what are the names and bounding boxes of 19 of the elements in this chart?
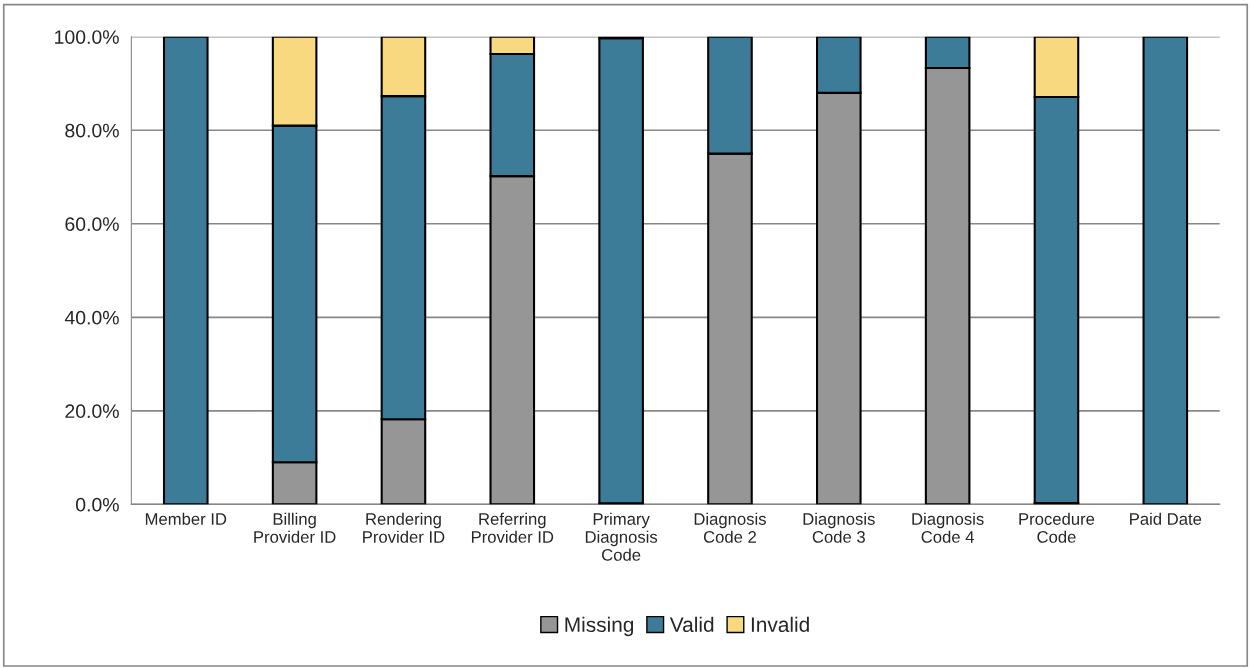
y-tick-label: 0.0% (75, 497, 119, 512)
y-tick-label: 80.0% (65, 123, 119, 138)
x-tick-label: Primary Diagnosis Code (585, 512, 658, 561)
x-tick-label: Paid Date (1130, 512, 1202, 525)
x-tick-label: Procedure Code (1019, 512, 1095, 543)
x-tick-label: Diagnosis Code 2 (694, 512, 766, 543)
y-tick-label: 40.0% (64, 310, 119, 325)
legend-label: Invalid (751, 616, 809, 633)
x-tick-label: Diagnosis Code 4 (912, 512, 984, 543)
legend-label: Missing (565, 616, 634, 637)
legend-label: Valid (669, 616, 714, 633)
x-tick-label: Billing Provider ID (254, 512, 336, 543)
x-tick-label: Diagnosis Code 3 (803, 512, 875, 543)
x-tick-label: Member ID (145, 512, 227, 525)
x-tick-label: Referring Provider ID (471, 512, 554, 543)
y-tick-label: 100.0% (55, 30, 119, 44)
y-tick-label: 20.0% (65, 404, 119, 419)
y-tick-label: 60.0% (65, 217, 119, 232)
x-tick-label: Rendering Provider ID (363, 512, 445, 543)
